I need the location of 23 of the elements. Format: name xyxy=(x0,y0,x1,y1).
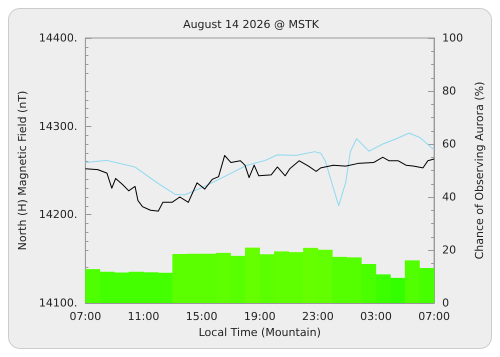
x-tick-label: 07:00 xyxy=(70,310,102,323)
line-series xyxy=(84,132,435,206)
y-tick-label: 14300. xyxy=(38,120,78,133)
y2-tick-label: 0 xyxy=(442,296,450,310)
y-axis-title: North (H) Magnetic Field (nT) xyxy=(16,90,29,250)
y2-tick-label: 20 xyxy=(442,244,456,256)
x-tick-label: 03:00 xyxy=(360,310,392,323)
y-tick-label: 14400. xyxy=(38,32,78,44)
x-tick-label: 15:00 xyxy=(186,310,218,323)
y2-tick-label: 60 xyxy=(442,138,456,150)
x-tick-label: 07:00 xyxy=(418,310,450,323)
y2-tick-label: 40 xyxy=(442,190,456,204)
x-tick-label: 19:00 xyxy=(244,310,276,323)
line-series xyxy=(84,154,435,212)
chart-title: August 14 2026 @ MSTK xyxy=(183,18,320,31)
y-tick-label: 14200. xyxy=(38,208,78,222)
x-tick-label: 23:00 xyxy=(302,310,334,323)
y2-tick-label: 80 xyxy=(442,84,456,98)
x-axis-title: Local Time (Mountain) xyxy=(198,326,321,339)
y-tick-label: 14100. xyxy=(38,296,78,310)
y2-tick-label: 100 xyxy=(442,32,464,44)
x-tick-label: 11:00 xyxy=(128,310,160,323)
y2-axis-title: Chance of Observing Aurora (%) xyxy=(473,82,486,260)
